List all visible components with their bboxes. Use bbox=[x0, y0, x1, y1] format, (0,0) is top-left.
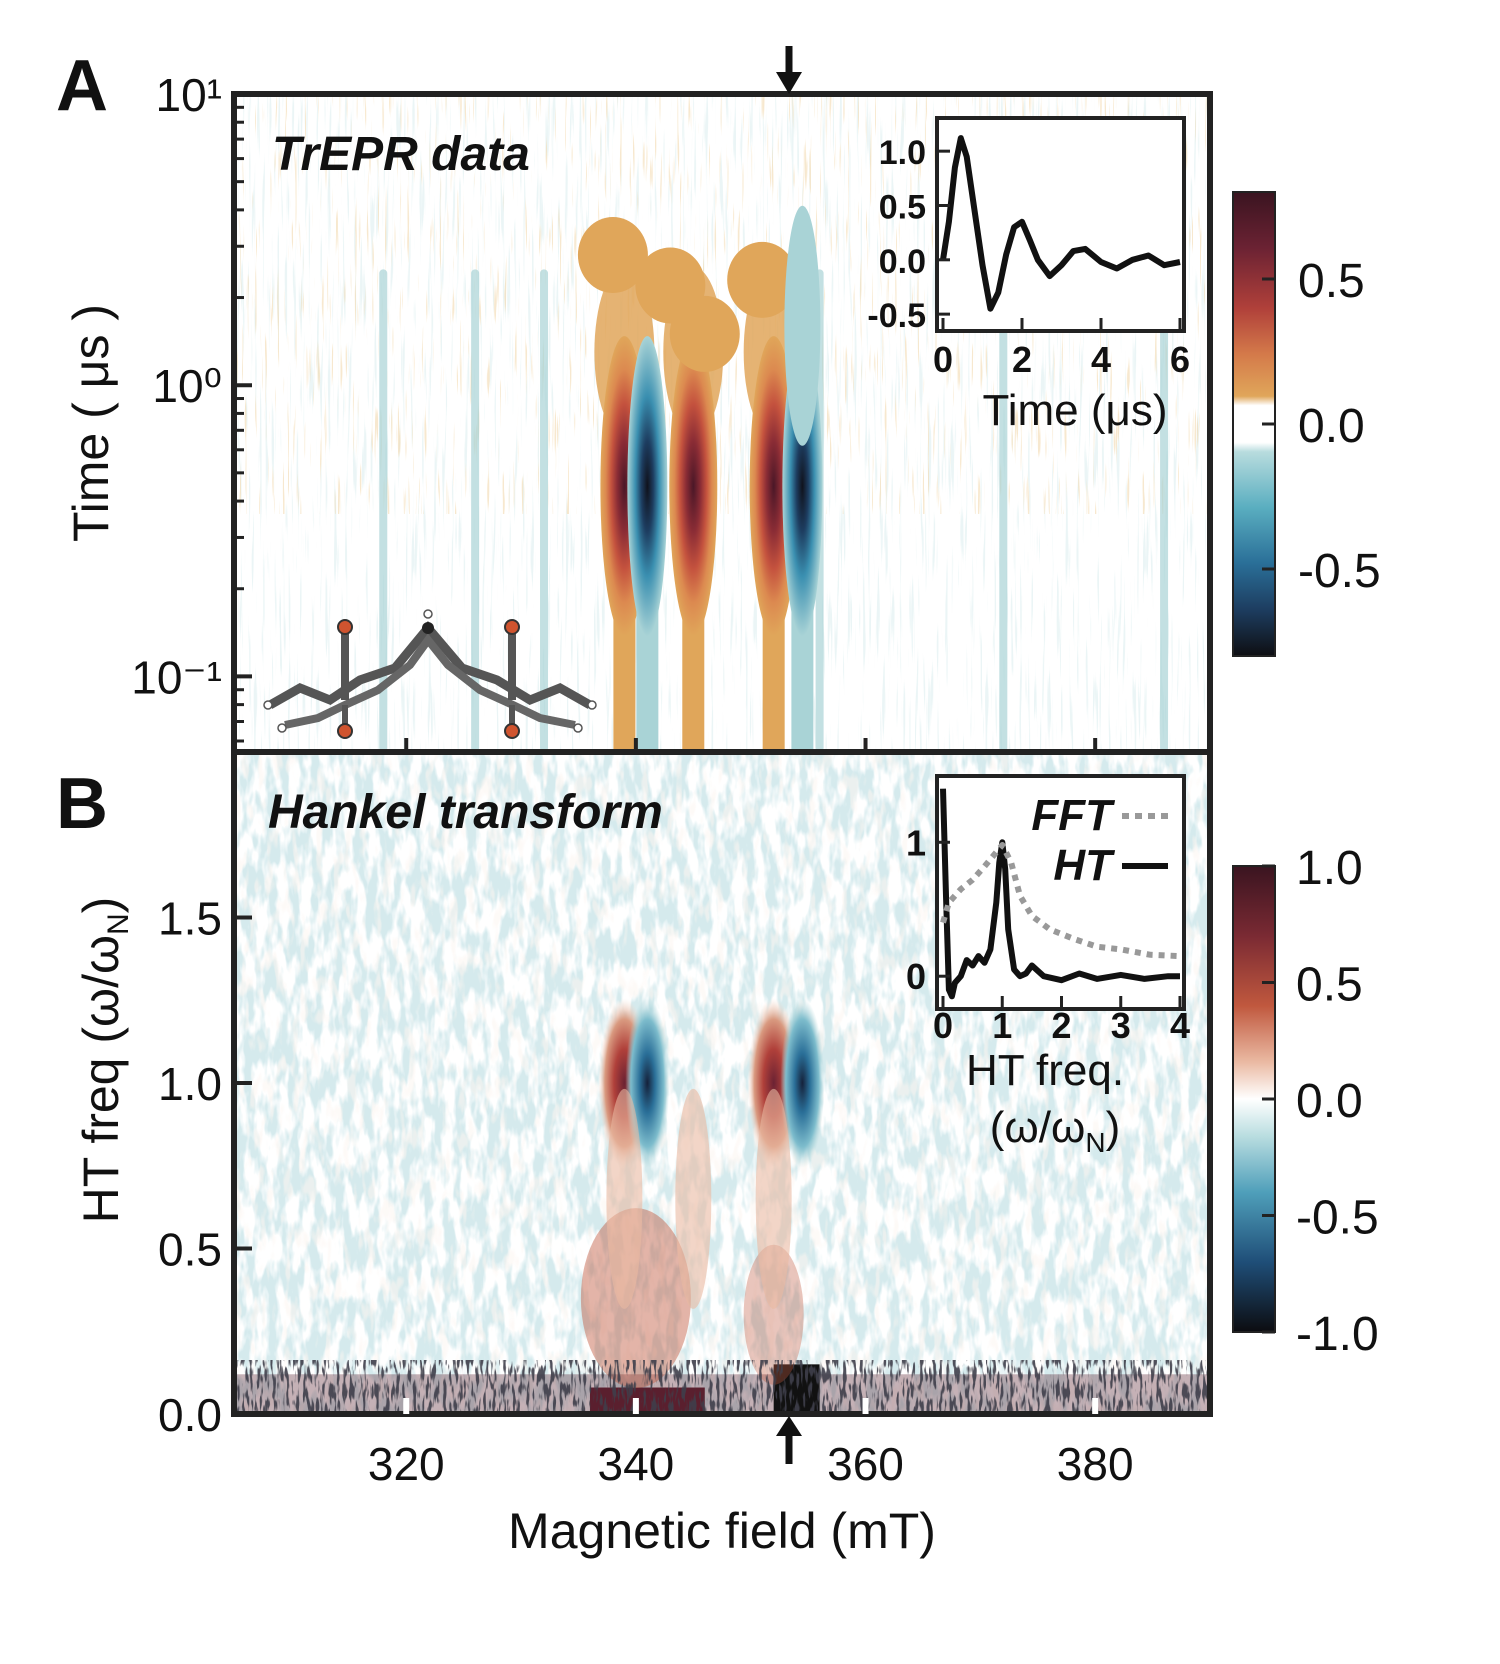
inset-b-xlabel2-sub: N bbox=[1085, 1127, 1105, 1158]
colorbar-b-tick-label: -1.0 bbox=[1296, 1308, 1379, 1361]
inset-b-xlabel: HT freq. bbox=[966, 1046, 1124, 1095]
panel-a-orange-patch bbox=[577, 216, 648, 293]
panel-a-feature-345 bbox=[669, 336, 718, 637]
panel-b-trail bbox=[755, 1088, 792, 1309]
inset-a-xlabel: Time (μs) bbox=[982, 386, 1167, 435]
inset-a-ytick-label: 1.0 bbox=[879, 134, 926, 172]
panel-a-title: TrEPR data bbox=[272, 128, 530, 181]
panel-b-trail bbox=[606, 1088, 643, 1309]
colorbar-a-ticks: 0.5 0.0 -0.5 bbox=[1262, 255, 1381, 598]
inset-a-xtick-label: 2 bbox=[1012, 339, 1032, 380]
panel-a-orange-patch bbox=[727, 241, 798, 318]
panel-b-title: Hankel transform bbox=[268, 786, 663, 839]
panel-a-streak bbox=[379, 269, 388, 752]
panel-a-letter: A bbox=[56, 46, 108, 126]
inset-a-line bbox=[940, 135, 1181, 312]
panel-b-xtick-label: 360 bbox=[827, 1438, 904, 1490]
panel-b-ylabel: HT freq (ω/ωN) bbox=[73, 897, 135, 1224]
panel-b-letter: B bbox=[56, 764, 108, 844]
panel-b-xtick-label: 320 bbox=[368, 1438, 445, 1490]
inset-b-series-ht bbox=[940, 788, 1180, 1000]
panel-a-streak bbox=[471, 269, 480, 752]
colorbar-b-tick-label: 0.5 bbox=[1296, 959, 1363, 1012]
panel-a-ytick-label: 10¹ bbox=[156, 69, 222, 121]
inset-b-xlabel2-main: (ω/ω bbox=[990, 1103, 1086, 1152]
panel-b-feature-354.5 bbox=[780, 998, 825, 1168]
panel-a-feature-341 bbox=[627, 336, 668, 637]
panel-b-ytick-label: 0.5 bbox=[158, 1224, 222, 1276]
inset-b-frame bbox=[935, 774, 1186, 1011]
panel-a-features bbox=[379, 205, 1169, 752]
colorbar-b-tick-label: 0.0 bbox=[1296, 1075, 1363, 1128]
panel-b-ylabel-sub: N bbox=[102, 913, 135, 935]
inset-a-ytick-label: 0.5 bbox=[879, 188, 926, 226]
inset-a-ytick-label: -0.5 bbox=[867, 297, 926, 335]
inset-a-xtick-label: 4 bbox=[1091, 339, 1111, 380]
panel-b-xtick-label: 340 bbox=[598, 1438, 675, 1490]
inset-a-plot: 1.0 0.5 0.0 -0.50 2 4 6 bbox=[867, 134, 1190, 380]
panel-b-low-glow bbox=[743, 1244, 804, 1385]
colorbar-a: 0.5 0.0 -0.5 bbox=[1232, 191, 1381, 657]
inset-a-ytick-label: 0.0 bbox=[879, 243, 926, 281]
inset-b-xlabel2: (ω/ωN) bbox=[990, 1103, 1120, 1158]
panel-a-streak bbox=[999, 269, 1008, 752]
svg-text:HT freq (ω/ωN): HT freq (ω/ωN) bbox=[73, 897, 135, 1224]
inset-b-xtick-label: 2 bbox=[1051, 1005, 1071, 1046]
panel-a-ylabel: Time ( μs ) bbox=[63, 304, 119, 542]
panel-b-ytick-label: 1.5 bbox=[158, 893, 222, 945]
panel-b-ylabel-end: ) bbox=[73, 897, 129, 914]
panel-b-ytick-label: 0.0 bbox=[158, 1389, 222, 1441]
panel-b-ylabel-main: HT freq (ω/ω bbox=[73, 935, 129, 1223]
inset-b-xlabel2-end: ) bbox=[1106, 1103, 1121, 1152]
inset-b-xtick-label: 0 bbox=[933, 1005, 953, 1046]
panel-b-low-glow bbox=[580, 1208, 691, 1389]
panel-a: 10⁻¹ 10⁰ 10¹ A TrEPR data Time ( μs ) bbox=[56, 46, 1381, 755]
panel-b-heatmap bbox=[234, 752, 1210, 1414]
panel-a-ytick-label: 10⁰ bbox=[152, 360, 222, 412]
colorbar-b-tick-label: -0.5 bbox=[1296, 1192, 1379, 1245]
inset-a-xtick-label: 0 bbox=[933, 339, 953, 380]
panel-b-noise-base bbox=[234, 1360, 1210, 1414]
colorbar-a-tick-label: 0.5 bbox=[1298, 255, 1365, 308]
inset-b-legend-ht: HT bbox=[1053, 841, 1115, 890]
panel-a-cyan-column bbox=[784, 205, 821, 446]
inset-b-xtick-label: 1 bbox=[992, 1005, 1012, 1046]
panel-a-ytick-label: 10⁻¹ bbox=[131, 651, 222, 703]
inset-a-xtick-label: 6 bbox=[1170, 339, 1190, 380]
panel-a-streak bbox=[540, 269, 549, 752]
panel-b-ytick-label: 1.0 bbox=[158, 1058, 222, 1110]
panel-b-trail bbox=[675, 1088, 712, 1309]
panel-b-xtick-label: 380 bbox=[1057, 1438, 1134, 1490]
field-marker-arrow-top bbox=[776, 46, 802, 94]
panel-a-streak bbox=[1160, 269, 1169, 752]
colorbar-b: 1.0 0.5 0.0 -0.5 -1.0 bbox=[1232, 842, 1379, 1361]
inset-b-series-fft bbox=[940, 842, 1181, 960]
colorbar-a-tick-label: -0.5 bbox=[1298, 545, 1381, 598]
inset-b-xtick-label: 3 bbox=[1111, 1005, 1131, 1046]
inset-b-xtick-label: 4 bbox=[1170, 1005, 1190, 1046]
colorbar-a-tick-label: 0.0 bbox=[1298, 400, 1365, 453]
colorbar-b-ticks: 1.0 0.5 0.0 -0.5 -1.0 bbox=[1262, 842, 1379, 1361]
panel-a-inset: 1.0 0.5 0.0 -0.50 2 4 6 Time (μs) bbox=[867, 116, 1190, 435]
colorbar-b-tick-label: 1.0 bbox=[1296, 842, 1363, 895]
inset-b-legend-fft: FFT bbox=[1031, 791, 1115, 840]
molecule-structure bbox=[263, 609, 597, 739]
field-marker-arrow-bottom bbox=[776, 1416, 802, 1464]
x-axis-label: Magnetic field (mT) bbox=[508, 1503, 936, 1559]
panel-a-orange-patch bbox=[669, 295, 740, 372]
inset-b-ytick-label: 1 bbox=[906, 822, 926, 863]
inset-b-ytick-label: 0 bbox=[906, 956, 926, 997]
